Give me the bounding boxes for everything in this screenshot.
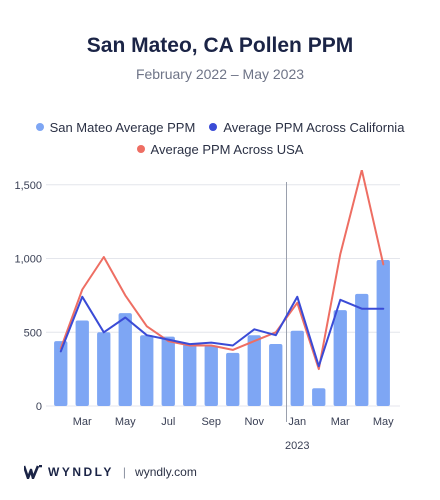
legend-item-san-mateo[interactable]: San Mateo Average PPM — [35, 119, 196, 135]
x-tick-label: Sep — [201, 416, 221, 428]
x-tick-label: Mar — [73, 416, 92, 428]
legend-label-california: Average PPM Across California — [223, 119, 405, 135]
y-tick-label: 1,500 — [14, 180, 42, 192]
x-tick-label: Mar — [331, 416, 350, 428]
bar — [97, 332, 111, 406]
brand-name: WYNDLY — [48, 465, 114, 479]
bar — [75, 320, 89, 406]
legend-item-usa[interactable]: Average PPM Across USA — [136, 141, 304, 157]
bar — [161, 336, 175, 406]
x-tick-label: Nov — [244, 416, 264, 428]
bar — [204, 345, 218, 406]
bar — [183, 344, 197, 406]
y-tick-label: 500 — [24, 327, 42, 339]
bar — [333, 310, 347, 406]
legend-label-usa: Average PPM Across USA — [150, 141, 304, 157]
legend-label-san-mateo: San Mateo Average PPM — [49, 119, 196, 135]
california-series-line — [59, 295, 385, 368]
bar — [376, 259, 390, 406]
bar — [312, 388, 326, 406]
bar — [54, 341, 68, 406]
chart-subtitle: February 2022 – May 2023 — [135, 66, 305, 82]
bar — [269, 344, 283, 406]
bar — [290, 330, 304, 406]
footer-separator: | — [122, 465, 127, 479]
chart-plot: 0 500 1,000 1,500 Mar May Jul Sep Nov Jan Mar May 20… — [14, 170, 400, 452]
x-tick-label: May — [115, 416, 136, 428]
year-label: 2023 — [285, 440, 309, 452]
footer-url[interactable]: wyndly.com — [135, 465, 197, 479]
wyndly-logo-icon — [24, 465, 42, 479]
x-tick-label: Jan — [288, 416, 306, 428]
chart-legend: San Mateo Average PPM Average PPM Across… — [0, 116, 440, 160]
footer: WYNDLY | wyndly.com — [24, 462, 197, 482]
bar — [226, 352, 240, 406]
bar — [355, 293, 369, 406]
x-tick-label: Jul — [161, 416, 175, 428]
bar — [247, 335, 261, 406]
bar — [140, 335, 154, 406]
legend-swatch-san-mateo — [35, 123, 44, 131]
legend-item-california[interactable]: Average PPM Across California — [209, 120, 404, 135]
chart-title: San Mateo, CA Pollen PPM — [86, 34, 354, 57]
y-tick-label: 1,000 — [14, 254, 42, 266]
usa-series-line — [59, 170, 385, 371]
legend-swatch-california — [209, 123, 218, 131]
x-tick-label: May — [373, 416, 394, 428]
bar — [118, 313, 132, 406]
y-tick-label: 0 — [36, 401, 42, 413]
legend-swatch-usa — [136, 145, 145, 153]
